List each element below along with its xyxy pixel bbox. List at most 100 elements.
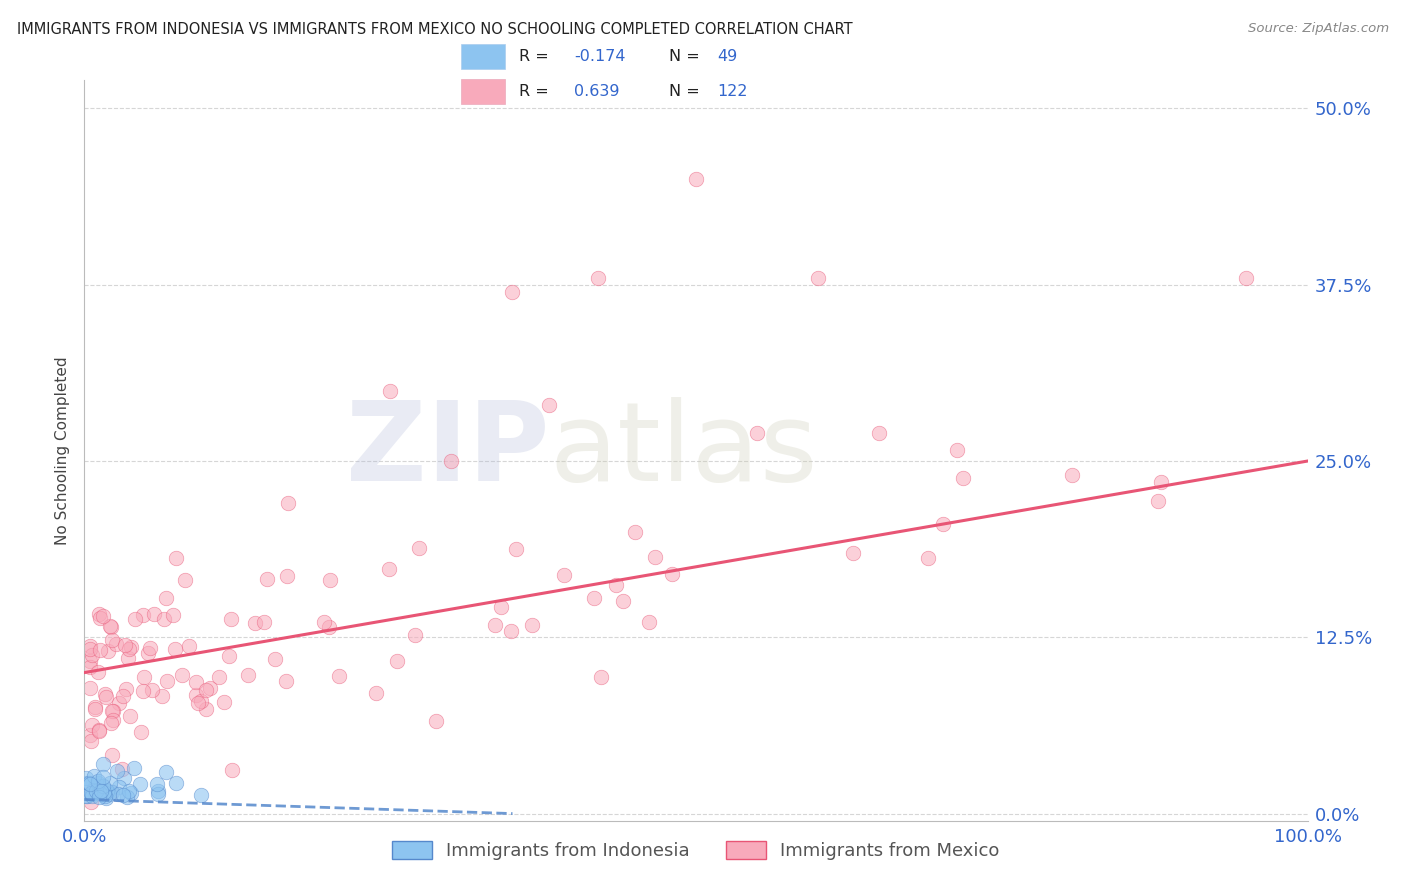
Text: ZIP: ZIP: [346, 397, 550, 504]
Text: atlas: atlas: [550, 397, 818, 504]
Point: [238, 668, 260, 682]
Text: N =: N =: [669, 49, 706, 64]
Point: [87, 775, 110, 789]
Point: [87, 779, 110, 793]
Point: [83, 781, 105, 796]
Point: [79, 728, 101, 742]
Text: 0.639: 0.639: [574, 84, 620, 99]
Point: [94, 790, 117, 805]
Point: [75, 789, 97, 804]
Point: [263, 652, 285, 666]
Point: [112, 772, 135, 786]
Point: [83, 787, 105, 801]
Point: [90, 784, 112, 798]
Point: [931, 516, 953, 531]
Point: [108, 696, 131, 710]
Point: [87, 785, 110, 799]
Point: [143, 607, 166, 622]
Point: [150, 690, 173, 704]
Point: [1147, 494, 1170, 508]
Point: [553, 568, 575, 582]
Point: [252, 615, 274, 629]
Point: [378, 562, 401, 576]
Point: [605, 578, 627, 592]
Point: [582, 591, 605, 605]
Point: [87, 607, 110, 621]
Point: [328, 669, 350, 683]
Point: [502, 285, 524, 299]
Text: N =: N =: [669, 84, 706, 99]
Point: [80, 787, 103, 801]
Point: [80, 734, 103, 748]
Point: [869, 425, 891, 440]
Bar: [461, 79, 505, 104]
Point: [132, 684, 155, 698]
Point: [946, 443, 969, 458]
Point: [89, 642, 111, 657]
Point: [129, 724, 152, 739]
Point: [79, 660, 101, 674]
Point: [277, 496, 299, 510]
Point: [155, 764, 177, 779]
Point: [165, 642, 187, 657]
Point: [89, 723, 111, 738]
Text: -0.174: -0.174: [574, 49, 626, 64]
Point: [76, 776, 98, 790]
Point: [318, 620, 340, 634]
Point: [101, 704, 124, 718]
Point: [190, 694, 212, 708]
Point: [124, 612, 146, 626]
Point: [120, 786, 142, 800]
Point: [96, 784, 118, 798]
Point: [165, 551, 187, 566]
Point: [101, 784, 124, 798]
Point: [538, 398, 561, 412]
Point: [114, 638, 136, 652]
Point: [586, 270, 609, 285]
Point: [243, 616, 266, 631]
Point: [100, 785, 122, 799]
Point: [77, 776, 100, 790]
Point: [807, 270, 830, 285]
Legend: Immigrants from Indonesia, Immigrants from Mexico: Immigrants from Indonesia, Immigrants fr…: [385, 833, 1007, 867]
Point: [91, 780, 114, 794]
Point: [111, 689, 134, 703]
Point: [120, 640, 142, 654]
Point: [364, 685, 387, 699]
Point: [97, 785, 120, 799]
Point: [747, 425, 769, 440]
Point: [312, 615, 335, 630]
Point: [385, 654, 408, 668]
Point: [100, 620, 122, 634]
Text: 122: 122: [717, 84, 747, 99]
Point: [101, 747, 124, 762]
Point: [146, 777, 169, 791]
Point: [195, 702, 218, 716]
Point: [952, 471, 974, 485]
Point: [173, 573, 195, 587]
Point: [624, 524, 647, 539]
Point: [80, 795, 103, 809]
Point: [87, 789, 110, 804]
Point: [218, 649, 240, 664]
Point: [118, 784, 141, 798]
Point: [103, 704, 125, 718]
Point: [108, 780, 131, 794]
Point: [94, 783, 117, 797]
Point: [79, 641, 101, 656]
Point: [208, 670, 231, 684]
Point: [94, 789, 117, 803]
Point: [84, 784, 107, 798]
Point: [841, 546, 863, 560]
Point: [97, 643, 120, 657]
Point: [79, 681, 101, 695]
Point: [219, 612, 242, 626]
Point: [505, 541, 527, 556]
Point: [91, 770, 114, 784]
Text: Source: ZipAtlas.com: Source: ZipAtlas.com: [1249, 22, 1389, 36]
Point: [1236, 270, 1258, 285]
Point: [87, 665, 110, 679]
Point: [1149, 475, 1171, 490]
Text: IMMIGRANTS FROM INDONESIA VS IMMIGRANTS FROM MEXICO NO SCHOOLING COMPLETED CORRE: IMMIGRANTS FROM INDONESIA VS IMMIGRANTS …: [17, 22, 852, 37]
Point: [501, 624, 523, 639]
